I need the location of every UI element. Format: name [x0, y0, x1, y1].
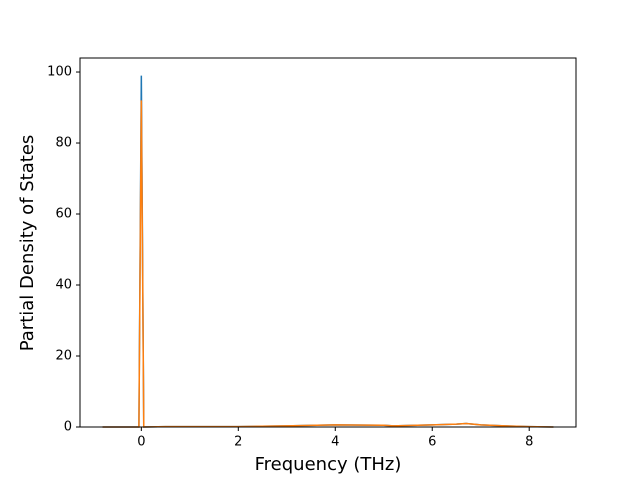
- x-tick-label: 8: [525, 435, 533, 450]
- x-axis-label: Frequency (THz): [255, 454, 402, 475]
- x-tick-label: 2: [234, 435, 242, 450]
- y-tick-label: 100: [47, 65, 72, 80]
- plot-frame: [79, 57, 577, 428]
- x-tick-label: 6: [428, 435, 436, 450]
- series-line: [102, 75, 554, 428]
- x-tick-label: 4: [331, 435, 339, 450]
- series-line: [102, 100, 554, 428]
- y-tick-label: 60: [55, 207, 72, 222]
- y-tick-label: 20: [55, 349, 72, 364]
- y-tick-label: 0: [64, 420, 72, 435]
- y-axis-label: Partial Density of States: [17, 135, 38, 352]
- y-tick-label: 80: [55, 136, 72, 151]
- x-tick-label: 0: [137, 435, 145, 450]
- y-tick-label: 40: [55, 278, 72, 293]
